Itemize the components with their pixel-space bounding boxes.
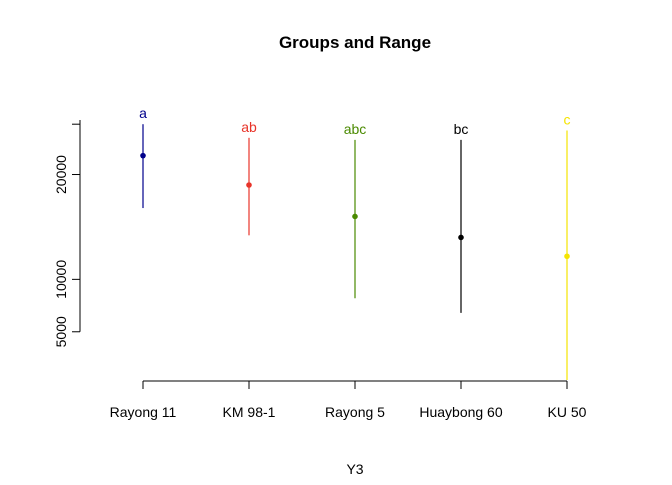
mean-point xyxy=(564,253,570,260)
x-tick-label: KU 50 xyxy=(548,404,587,420)
group-label: ab xyxy=(241,119,257,135)
x-tick-label: Huaybong 60 xyxy=(419,404,503,420)
mean-point xyxy=(246,182,252,188)
mean-points xyxy=(140,152,570,260)
group-label: c xyxy=(564,111,571,127)
y-tick-label: 10000 xyxy=(53,260,69,299)
group-label: bc xyxy=(454,121,469,137)
mean-point xyxy=(352,213,358,220)
group-labels: a ab abc bc c xyxy=(139,105,570,137)
range-bars xyxy=(142,124,568,380)
x-axis: Rayong 11 KM 98-1 Rayong 5 Huaybong 60 KU 50 xyxy=(110,380,587,420)
group-label: abc xyxy=(344,121,367,137)
chart-title: Groups and Range xyxy=(279,33,431,52)
y-tick-label: 5000 xyxy=(53,316,69,347)
x-tick-label: Rayong 5 xyxy=(325,404,385,420)
mean-point xyxy=(458,234,464,241)
y-tick-label: 20000 xyxy=(53,155,69,194)
y-axis: 5000 10000 20000 xyxy=(53,120,81,347)
x-tick-label: Rayong 11 xyxy=(110,404,177,420)
mean-point xyxy=(140,152,146,159)
x-axis-label: Y3 xyxy=(346,461,363,477)
group-label: a xyxy=(139,105,147,121)
x-tick-label: KM 98-1 xyxy=(223,404,276,420)
